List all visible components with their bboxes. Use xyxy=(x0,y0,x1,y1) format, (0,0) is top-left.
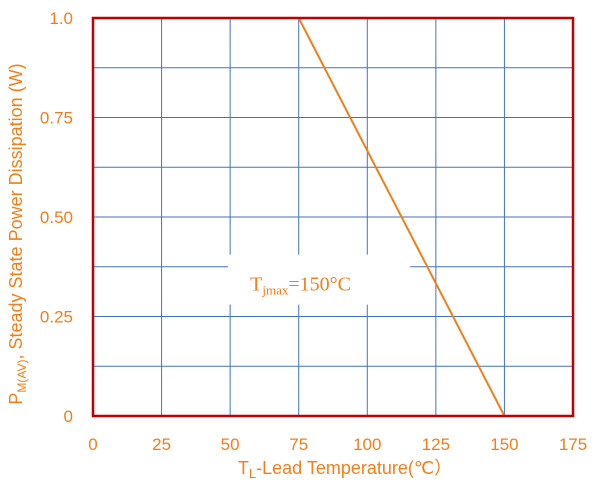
x-tick-label: 150 xyxy=(490,435,518,454)
x-axis-title-sub: L xyxy=(249,466,256,481)
x-tick-label: 125 xyxy=(422,435,450,454)
y-tick-label: 0.25 xyxy=(40,308,73,327)
x-axis-title: TL-Lead Temperature(℃） xyxy=(238,458,452,481)
y-axis-title-rest: , Steady State Power Dissipation (W) xyxy=(6,63,26,359)
grid-lines xyxy=(93,18,573,416)
y-tick-label: 1.0 xyxy=(49,9,73,28)
annotation-rest: =150°C xyxy=(288,274,351,296)
annotation-main: T xyxy=(250,274,262,296)
annotation-subscript: jmax xyxy=(261,283,288,298)
x-tick-label: 50 xyxy=(221,435,240,454)
x-tick-label: 0 xyxy=(88,435,97,454)
x-tick-label: 100 xyxy=(353,435,381,454)
x-axis-title-main: T xyxy=(238,458,249,478)
annotation-tjmax: Tjmax=150°C xyxy=(250,274,351,298)
annotation-layer: Tjmax=150°C xyxy=(228,254,411,305)
tick-labels: 0 25 50 75 100 125 150 175 0 0.25 0.50 0.75 1.0 xyxy=(40,9,587,454)
y-tick-label: 0.75 xyxy=(40,109,73,128)
y-axis-title-main: P xyxy=(6,393,26,405)
y-tick-label: 0.50 xyxy=(40,208,73,227)
y-axis-title-sub: M(AV) xyxy=(15,360,29,393)
x-tick-label: 75 xyxy=(289,435,308,454)
x-tick-label: 175 xyxy=(559,435,587,454)
x-axis-title-rest: -Lead Temperature(℃） xyxy=(256,458,452,478)
y-tick-label: 0 xyxy=(64,407,73,426)
x-tick-label: 25 xyxy=(152,435,171,454)
annotation-background xyxy=(228,254,411,305)
plot-frame xyxy=(91,16,575,418)
y-axis-title: PM(AV), Steady State Power Dissipation (… xyxy=(6,63,29,404)
